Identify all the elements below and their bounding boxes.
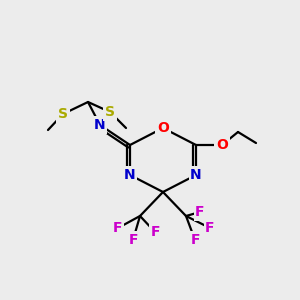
Text: O: O	[216, 138, 228, 152]
Text: F: F	[205, 221, 215, 235]
Text: F: F	[195, 205, 205, 219]
Text: F: F	[128, 233, 138, 247]
Text: O: O	[157, 121, 169, 135]
Text: N: N	[190, 168, 202, 182]
Text: N: N	[94, 118, 106, 132]
Text: F: F	[150, 225, 160, 239]
Text: N: N	[124, 168, 136, 182]
Text: S: S	[105, 105, 115, 119]
Text: F: F	[113, 221, 123, 235]
Text: S: S	[58, 107, 68, 121]
Text: F: F	[190, 233, 200, 247]
